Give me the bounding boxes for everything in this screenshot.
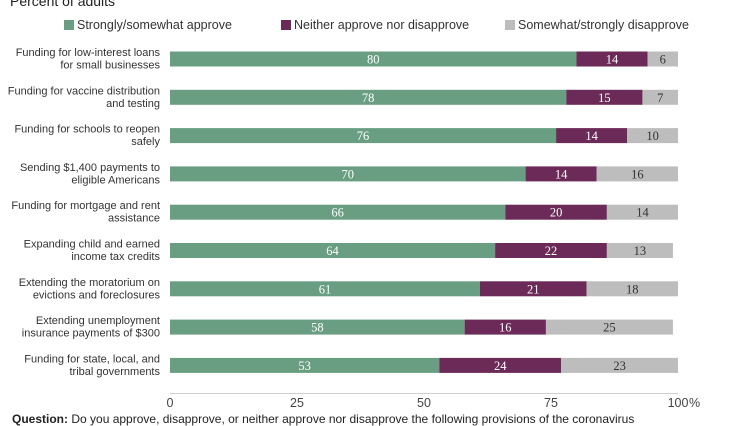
category-label: Extending the moratorium on evictions and… [19,277,161,302]
data-label: 18 [626,282,639,296]
bar-segment-neither [464,319,546,335]
bar-segment-disapprove [561,357,678,373]
bar-segment-neither [495,243,607,258]
question-note: Question: Do you approve, disapprove, or… [12,412,634,426]
category-label: Expanding child and earned income tax cre… [24,239,161,264]
x-tick-label: 50 [417,396,431,410]
bar-segment-disapprove [606,204,678,220]
bar-segment-approve [170,243,496,258]
x-tick-label: 0 [167,396,174,410]
bar-segment-disapprove [647,51,678,67]
chart-subtitle: Percent of adults [10,0,116,9]
legend-swatch-approve [64,20,74,30]
bar-segment-approve [170,281,480,297]
legend-item-disapprove: Somewhat/strongly disapprove [505,18,689,32]
bar-segment-neither [439,357,562,373]
data-label: 78 [362,91,375,105]
data-label: 22 [545,244,558,258]
legend-item-approve: Strongly/somewhat approve [64,18,232,32]
x-tick-label: 75 [544,396,558,410]
legend-swatch-disapprove [505,20,515,30]
bar-segment-neither [505,204,607,220]
data-label: 70 [342,167,355,181]
legend-label-approve: Strongly/somewhat approve [77,18,232,32]
data-label: 15 [598,91,611,105]
question-label: Question: [12,412,68,426]
data-label: 13 [634,244,647,258]
bar-segment-neither [576,51,648,67]
data-label: 64 [326,244,339,258]
bar-segment-disapprove [627,128,678,144]
legend-label-disapprove: Somewhat/strongly disapprove [518,18,689,32]
data-label: 80 [367,53,380,67]
data-label: 14 [555,167,568,181]
category-label: Funding for mortgage and rent assistance [11,200,160,225]
category-label: Sending $1,400 payments to eligible Ameri… [20,162,161,187]
category-label: Funding for low-interest loans for small … [16,47,161,72]
bar-segment-neither [525,166,597,182]
data-label: 61 [319,282,332,296]
chart-legend: Strongly/somewhat approve Neither approv… [0,18,747,34]
x-axis-unit: % [689,396,700,410]
bar-segment-disapprove [596,166,678,182]
legend-swatch-neither [281,20,291,30]
data-label: 16 [499,321,512,335]
data-label: 14 [585,129,598,143]
data-label: 14 [636,206,649,220]
bar-segment-approve [170,51,577,67]
data-label: 21 [527,282,540,296]
bar-segment-approve [170,357,440,373]
legend-label-neither: Neither approve nor disapprove [294,18,470,32]
bar-segment-disapprove [586,281,678,297]
bar-segment-approve [170,89,567,105]
bar-segment-disapprove [545,319,673,335]
bar-segment-approve [170,319,465,335]
category-label: Funding for state, local, and tribal gove… [24,353,160,378]
bar-segment-disapprove [606,243,673,258]
bar-segment-approve [170,166,526,182]
category-label: Extending unemployment insurance payments… [22,315,160,340]
bar-segment-neither [556,128,628,144]
data-label: 6 [660,53,666,67]
legend-item-neither: Neither approve nor disapprove [281,18,469,32]
data-label: 23 [613,359,626,373]
data-label: 24 [494,359,507,373]
data-label: 16 [631,167,644,181]
question-text: Do you approve, disapprove, or neither a… [71,412,635,426]
bar-segment-approve [170,128,557,144]
category-label: Funding for vaccine distribution and test… [8,85,160,110]
data-label: 58 [311,321,324,335]
data-label: 25 [603,321,616,335]
bar-segment-neither [479,281,587,297]
bar-segment-neither [566,89,643,105]
category-label: Funding for schools to reopen safely [14,124,160,149]
bar-segment-disapprove [642,89,678,105]
data-label: 66 [331,206,344,220]
data-label: 7 [657,91,663,105]
x-tick-label: 25 [290,396,304,410]
x-tick-label: 100 [668,396,689,410]
data-label: 10 [646,129,659,143]
bar-segment-approve [170,204,506,220]
data-label: 20 [550,206,563,220]
data-label: 76 [357,129,370,143]
data-label: 14 [606,53,619,67]
data-label: 53 [298,359,311,373]
